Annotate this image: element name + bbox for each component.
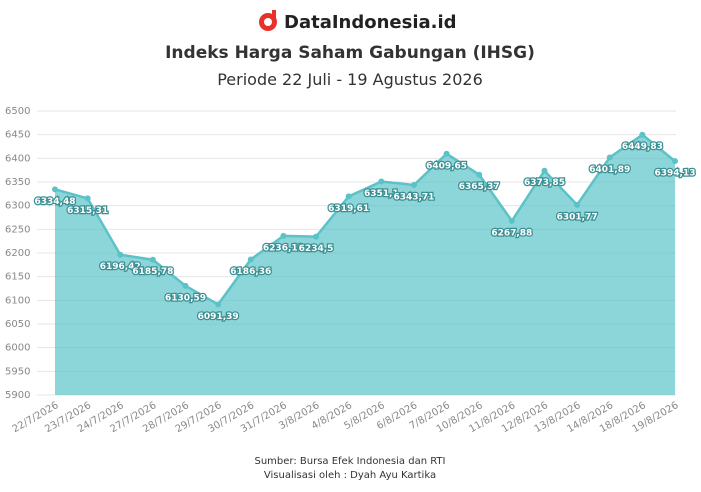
y-tick-label: 6300 xyxy=(5,201,30,212)
value-label: 6301,77 xyxy=(557,212,598,222)
point xyxy=(410,181,417,188)
point xyxy=(149,256,156,263)
line xyxy=(54,133,676,307)
brand: DataIndonesia.id xyxy=(284,12,457,33)
point xyxy=(52,186,58,193)
chart-subtitle: Periode 22 Juli - 19 Agustus 2026 xyxy=(217,70,483,89)
point xyxy=(280,232,287,239)
value-label: 6091,39 xyxy=(198,312,239,322)
value-label: 6373,85 xyxy=(524,178,565,188)
point xyxy=(345,193,352,200)
point xyxy=(117,251,124,258)
value-label: 6409,65 xyxy=(426,161,467,171)
value-label: 6394,13 xyxy=(655,169,696,179)
y-tick-label: 6250 xyxy=(5,224,30,235)
point xyxy=(182,282,189,289)
point xyxy=(606,154,613,161)
credit: Visualisasi oleh : Dyah Ayu Kartika xyxy=(264,470,436,481)
y-tick-label: 6150 xyxy=(5,272,30,283)
value-label: 6234,5 xyxy=(299,244,334,254)
value-label: 6343,71 xyxy=(393,192,434,202)
value-label: 6449,83 xyxy=(622,142,663,152)
point xyxy=(313,233,320,240)
value-label: 6185,78 xyxy=(132,267,173,277)
point xyxy=(574,201,581,208)
y-tick-label: 6350 xyxy=(5,177,30,188)
point xyxy=(639,131,646,138)
point xyxy=(541,167,548,174)
y-tick-label: 6500 xyxy=(5,106,30,117)
value-label: 6267,88 xyxy=(491,228,532,238)
value-label: 6401,89 xyxy=(589,165,630,175)
y-tick-label: 5900 xyxy=(5,390,30,401)
y-tick-label: 6200 xyxy=(5,248,30,259)
value-label: 6186,36 xyxy=(230,267,271,277)
y-tick-label: 6450 xyxy=(5,130,30,141)
logo xyxy=(259,10,277,31)
value-label: 6196,42 xyxy=(100,262,141,272)
chart-title: Indeks Harga Saham Gabungan (IHSG) xyxy=(165,43,535,63)
y-tick-label: 6000 xyxy=(5,343,30,354)
y-tick-label: 6100 xyxy=(5,295,30,306)
y-tick-label: 6400 xyxy=(5,153,30,164)
value-label: 6315,31 xyxy=(67,206,108,216)
value-label: 6351,1 xyxy=(364,189,399,199)
point xyxy=(476,171,483,178)
area xyxy=(55,134,675,395)
value-label: 6236,13 xyxy=(263,243,304,253)
source: Sumber: Bursa Efek Indonesia dan RTI xyxy=(254,456,445,467)
y-tick-label: 5950 xyxy=(5,366,30,377)
value-label: 6365,37 xyxy=(459,182,500,192)
y-tick-label: 6050 xyxy=(5,319,30,330)
point xyxy=(508,217,515,224)
point xyxy=(84,195,91,202)
value-label: 6334,48 xyxy=(35,197,76,207)
point xyxy=(378,178,385,185)
value-label: 6319,61 xyxy=(328,204,369,214)
value-label: 6130,59 xyxy=(165,293,206,303)
point xyxy=(443,150,450,157)
point xyxy=(215,301,222,308)
point xyxy=(672,158,678,165)
point xyxy=(247,256,254,263)
